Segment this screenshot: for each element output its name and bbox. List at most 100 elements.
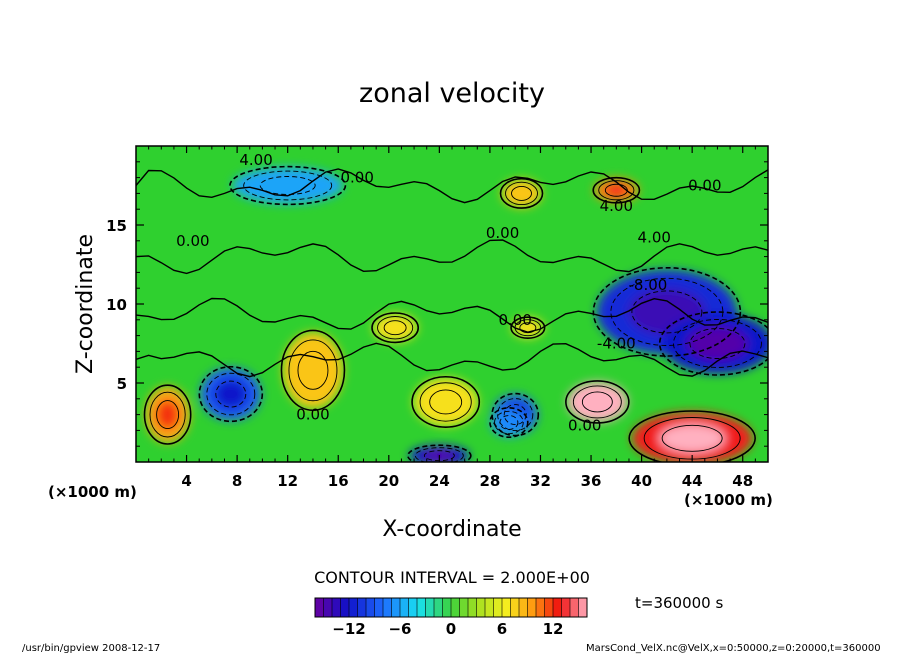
contour-lines: [136, 165, 768, 462]
contour-line: [288, 339, 338, 402]
colorbar-cell: [434, 598, 443, 617]
contour-line: [429, 389, 463, 415]
x-tick-label: 44: [682, 472, 703, 490]
contour-line: [407, 444, 472, 462]
colorbar-cell: [357, 598, 367, 617]
x-tick-label: 16: [328, 472, 349, 490]
x-tick-label: 4: [181, 472, 191, 490]
colorbar-cell: [451, 598, 460, 617]
contour-label: 0.00: [176, 232, 209, 250]
colorbar-cell: [425, 598, 435, 617]
contour-label: 0.00: [568, 417, 601, 435]
contour-line: [510, 316, 546, 340]
field-feature: [413, 377, 478, 426]
contour-line: [280, 329, 346, 412]
contour-line: [494, 410, 524, 435]
colorbar-cell: [340, 598, 350, 617]
contour-line: [229, 165, 347, 206]
colorbar-cell: [493, 598, 503, 617]
contour-line: [628, 410, 756, 462]
colorbar-cell: [408, 598, 418, 617]
contour-label: -4.00: [597, 335, 636, 353]
x-axis: 4 8 12 16 20 24 28 32 36 40 44 48: [148, 146, 756, 490]
field-feature: [282, 332, 343, 409]
colorbar-cell: [349, 598, 358, 617]
colorbar-cell: [459, 598, 469, 617]
colorbar-tick-label: −6: [388, 620, 411, 638]
contour-label: 0.00: [340, 169, 373, 187]
colorbar-cell: [315, 598, 324, 617]
contour-label: 4.00: [600, 197, 633, 215]
x-tick-label: 8: [232, 472, 242, 490]
colorbar-cell: [400, 598, 409, 617]
contour-label: 4.00: [638, 229, 671, 247]
x-tick-label: 24: [429, 472, 450, 490]
contour-labels: 4.00 0.00 0.00 0.00 4.00 -4.00 -8.00 0.00 4.00 0.…: [176, 151, 721, 434]
contour-line: [499, 415, 519, 430]
contour-line: [136, 342, 768, 378]
colorbar-cell: [442, 598, 452, 617]
colorbar: [314, 598, 588, 617]
contour-line: [198, 365, 264, 423]
colorbar-cell: [374, 598, 384, 617]
contour-line: [243, 170, 333, 201]
contour-label: 0.00: [498, 311, 531, 329]
chart-title: zonal velocity: [359, 78, 545, 109]
colorbar-tick-label: 0: [446, 620, 456, 638]
contour-line: [371, 312, 420, 344]
contour-line: [206, 372, 256, 416]
y-axis: 5 10 15: [106, 161, 768, 447]
contour-line: [598, 180, 635, 201]
colorbar-cell: [527, 598, 537, 617]
field-feature-core: [604, 183, 629, 197]
contour-line: [489, 406, 529, 438]
contour-line: [215, 380, 247, 408]
contour-line: [503, 404, 527, 426]
footer-left: /usr/bin/gpview 2008-12-17: [22, 643, 160, 654]
x-unit-right: (×1000 m): [684, 491, 773, 509]
x-tick-label: 28: [479, 472, 500, 490]
colorbar-cell: [553, 598, 562, 617]
contour-line: [592, 266, 742, 357]
field-feature: [501, 179, 542, 208]
colorbar-cell: [417, 598, 426, 617]
contour-line: [156, 400, 180, 430]
x-tick-label: 20: [378, 472, 399, 490]
colorbar-cell: [332, 598, 341, 617]
contour-label: 0.00: [486, 224, 519, 242]
contour-line: [572, 385, 622, 419]
colorbar-cell: [502, 598, 511, 617]
contour-line: [136, 168, 768, 204]
x-tick-label: 36: [581, 472, 602, 490]
contour-line: [661, 424, 723, 452]
x-tick-label: 32: [530, 472, 551, 490]
x-tick-label: 48: [732, 472, 753, 490]
colorbar-cell: [476, 598, 486, 617]
contour-line: [689, 328, 746, 359]
y-axis-label: Z-coordinate: [73, 234, 98, 374]
y-tick-label: 5: [117, 375, 127, 393]
velocity-field: [145, 167, 768, 462]
colorbar-cell: [519, 598, 528, 617]
colorbar-cell: [510, 598, 520, 617]
colorbar-tick-label: 12: [543, 620, 564, 638]
field-feature: [373, 313, 418, 342]
x-axis-label: X-coordinate: [382, 517, 521, 542]
field-feature: [511, 317, 544, 338]
colorbar-cell: [323, 598, 333, 617]
contour-label: 0.00: [688, 177, 721, 195]
x-tick-label: 40: [631, 472, 652, 490]
contour-line: [497, 398, 534, 432]
contour-line: [136, 239, 768, 275]
time-label: t=360000 s: [635, 594, 723, 612]
field-feature-core: [580, 390, 614, 413]
colorbar-ticks: −12 −6 0 6 12: [332, 620, 563, 638]
y-tick-label: 10: [106, 296, 127, 314]
contour-line: [143, 384, 192, 445]
colorbar-cell: [578, 598, 588, 617]
field-feature-core: [659, 424, 726, 453]
colorbar-cell: [366, 598, 375, 617]
contour-line: [565, 380, 630, 424]
colorbar-cell: [391, 598, 401, 617]
contour-line: [383, 320, 407, 336]
